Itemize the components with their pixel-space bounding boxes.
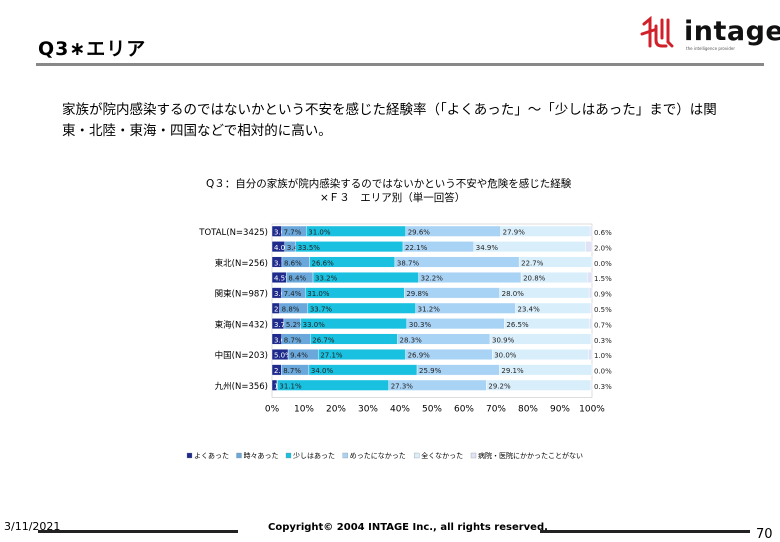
x-tick-label: 100% <box>579 404 605 414</box>
legend-swatch <box>187 453 192 458</box>
bar-segment <box>591 380 592 391</box>
data-label: 34.0% <box>311 367 334 375</box>
data-label: 28.3% <box>400 336 423 344</box>
data-label: 1.0% <box>594 352 612 360</box>
data-label: 2.0% <box>594 244 612 252</box>
data-label: 1.5% <box>594 275 612 283</box>
data-label: 27.3% <box>391 383 414 391</box>
x-tick-label: 10% <box>294 404 314 414</box>
data-label: 23.4% <box>518 306 541 314</box>
bar-segment <box>590 318 592 329</box>
data-label: 28.0% <box>502 290 525 298</box>
data-label: 30.0% <box>494 352 517 360</box>
bar-segment <box>590 303 592 314</box>
data-label: 0.9% <box>594 291 612 299</box>
data-label: 33.7% <box>310 306 333 314</box>
legend-swatch <box>414 453 419 458</box>
footer-rule-left <box>38 530 238 533</box>
data-label: 8.8% <box>282 306 300 314</box>
data-label: 9.4% <box>290 352 308 360</box>
legend-label: 少しはあった <box>293 452 335 460</box>
data-label: 8.4% <box>288 275 306 283</box>
data-label: 22.1% <box>405 244 428 252</box>
data-label: 7.4% <box>284 290 302 298</box>
data-label: 0.3% <box>594 337 612 345</box>
data-label: 33.0% <box>303 321 326 329</box>
x-tick-label: 0% <box>265 404 280 414</box>
category-label: 東北(N=256) <box>215 258 268 269</box>
footer-rule-right <box>540 530 750 533</box>
x-tick-label: 90% <box>550 404 570 414</box>
data-label: 33.2% <box>315 275 338 283</box>
bar-segment <box>589 349 592 360</box>
data-label: 26.9% <box>408 352 431 360</box>
category-label: 中国(N=203) <box>215 350 268 361</box>
legend-label: めったになかった <box>350 452 406 460</box>
data-label: 31.0% <box>307 290 330 298</box>
bar-segment <box>587 272 592 283</box>
bar-segment <box>589 288 592 299</box>
data-label: 8.7% <box>284 336 302 344</box>
legend-swatch <box>343 453 348 458</box>
legend-swatch <box>471 453 476 458</box>
legend-label: 病院・医院にかかったことがない <box>478 451 583 460</box>
data-label: 22.7% <box>521 259 544 267</box>
x-tick-label: 30% <box>358 404 378 414</box>
category-label: 東海(N=432) <box>215 319 268 330</box>
data-label: 0.3% <box>594 383 612 391</box>
data-label: 29.1% <box>501 367 524 375</box>
data-label: 34.9% <box>476 244 499 252</box>
legend-label: 全くなかった <box>421 451 463 460</box>
data-label: 30.9% <box>492 336 515 344</box>
data-label: 8.6% <box>284 259 302 267</box>
data-label: 33.5% <box>298 244 321 252</box>
data-label: 26.6% <box>312 259 335 267</box>
data-label: 26.7% <box>312 336 335 344</box>
data-label: 31.1% <box>279 383 302 391</box>
x-tick-label: 20% <box>326 404 346 414</box>
x-tick-label: 50% <box>422 404 442 414</box>
data-label: 0.5% <box>594 306 612 314</box>
x-tick-label: 60% <box>454 404 474 414</box>
data-label: 0.0% <box>594 260 612 268</box>
legend-label: よくあった <box>194 452 229 460</box>
data-label: 0.7% <box>594 321 612 329</box>
data-label: 30.3% <box>409 321 432 329</box>
data-label: 25.9% <box>419 367 442 375</box>
legend-swatch <box>286 453 291 458</box>
bar-segment <box>586 241 592 252</box>
data-label: 29.2% <box>488 383 511 391</box>
data-label: 0.0% <box>594 368 612 376</box>
data-label: 27.9% <box>503 229 526 237</box>
x-tick-label: 70% <box>486 404 506 414</box>
data-label: 0.6% <box>594 229 612 237</box>
data-label: 29.6% <box>408 229 431 237</box>
data-label: 26.5% <box>506 321 529 329</box>
legend-swatch <box>237 453 242 458</box>
data-label: 31.0% <box>308 229 331 237</box>
category-label: 九州(N=356) <box>215 382 268 392</box>
data-label: 29.8% <box>406 290 429 298</box>
category-label: 関東(N=987) <box>215 289 268 300</box>
bar-segment <box>590 226 592 237</box>
data-label: 27.1% <box>320 352 343 360</box>
data-label: 8.7% <box>283 367 301 375</box>
x-tick-label: 40% <box>390 404 410 414</box>
data-label: 32.2% <box>421 275 444 283</box>
data-label: 31.2% <box>418 306 441 314</box>
data-label: 20.8% <box>523 275 546 283</box>
bar-segment <box>591 334 592 345</box>
x-tick-label: 80% <box>518 404 538 414</box>
data-label: 38.7% <box>397 259 420 267</box>
data-label: 7.7% <box>284 229 302 237</box>
legend-label: 時々あった <box>244 452 279 460</box>
footer-copyright: Copyright© 2004 INTAGE Inc., all rights … <box>268 522 548 533</box>
category-label: TOTAL(N=3425) <box>198 228 268 238</box>
